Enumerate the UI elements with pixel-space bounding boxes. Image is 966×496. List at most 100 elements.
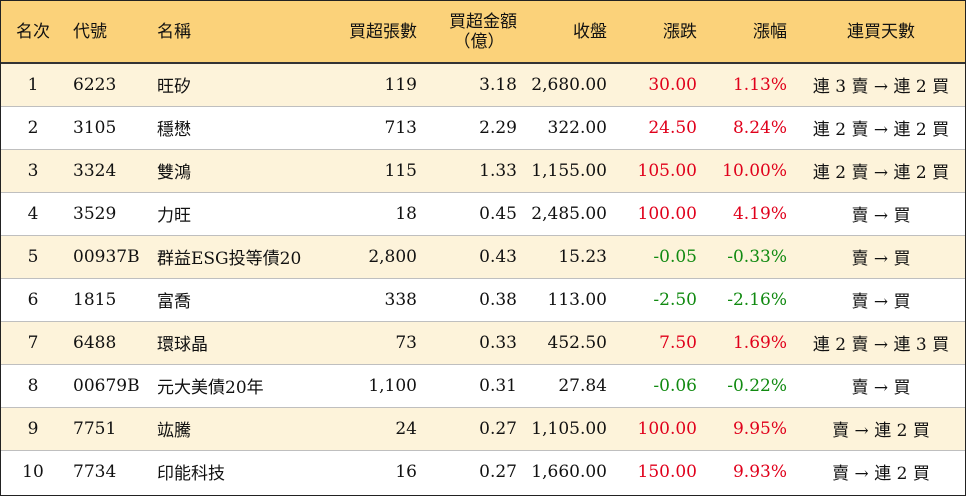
cell-pct: 10.00% bbox=[707, 148, 797, 192]
table-row[interactable]: 7 6488 環球晶 73 0.33 452.50 7.50 1.69% 連 2… bbox=[1, 320, 965, 364]
header-change[interactable]: 漲跌 bbox=[663, 21, 697, 42]
header-net-buy-amount-line2: （億） bbox=[453, 31, 505, 52]
cell-code: 3529 bbox=[65, 191, 149, 235]
cell-streak: 連 2 賣 → 連 2 買 bbox=[797, 105, 965, 149]
cell-net-buy-lots: 18 bbox=[333, 191, 427, 235]
table-row[interactable]: 3 3324 雙鴻 115 1.33 1,155.00 105.00 10.00… bbox=[1, 148, 965, 192]
cell-rank: 2 bbox=[1, 105, 65, 149]
table-row[interactable]: 9 7751 竑騰 24 0.27 1,105.00 100.00 9.95% … bbox=[1, 406, 965, 450]
header-net-buy-amount-line1: 買超金額 bbox=[449, 11, 517, 32]
cell-streak: 連 3 賣 → 連 2 買 bbox=[797, 62, 965, 106]
header-net-buy-amount[interactable]: 買超金額 （億） bbox=[427, 1, 527, 63]
cell-pct: 1.13% bbox=[707, 62, 797, 106]
cell-close: 113.00 bbox=[527, 277, 617, 321]
cell-streak: 連 2 賣 → 連 3 買 bbox=[797, 320, 965, 364]
cell-rank: 5 bbox=[1, 234, 65, 278]
cell-code: 6488 bbox=[65, 320, 149, 364]
cell-change: 105.00 bbox=[617, 148, 707, 192]
cell-net-buy-amount: 0.45 bbox=[427, 191, 527, 235]
cell-rank: 9 bbox=[1, 406, 65, 450]
cell-streak: 賣 → 買 bbox=[797, 277, 965, 321]
cell-rank: 7 bbox=[1, 320, 65, 364]
cell-change: 30.00 bbox=[617, 62, 707, 106]
cell-pct: -0.22% bbox=[707, 363, 797, 407]
cell-close: 2,485.00 bbox=[527, 191, 617, 235]
cell-close: 322.00 bbox=[527, 105, 617, 149]
cell-close: 27.84 bbox=[527, 363, 617, 407]
header-name[interactable]: 名稱 bbox=[157, 21, 191, 42]
cell-change: 100.00 bbox=[617, 191, 707, 235]
cell-net-buy-amount: 0.31 bbox=[427, 363, 527, 407]
cell-rank: 1 bbox=[1, 62, 65, 106]
cell-change: 150.00 bbox=[617, 449, 707, 493]
header-streak[interactable]: 連買天數 bbox=[847, 21, 915, 42]
cell-close: 15.23 bbox=[527, 234, 617, 278]
cell-net-buy-amount: 0.38 bbox=[427, 277, 527, 321]
table-row[interactable]: 5 00937B 群益ESG投等債20 2,800 0.43 15.23 -0.… bbox=[1, 234, 965, 278]
cell-name[interactable]: 力旺 bbox=[149, 191, 333, 235]
cell-name[interactable]: 印能科技 bbox=[149, 449, 333, 493]
table-row[interactable]: 8 00679B 元大美債20年 1,100 0.31 27.84 -0.06 … bbox=[1, 363, 965, 407]
cell-pct: 9.93% bbox=[707, 449, 797, 493]
cell-net-buy-amount: 1.33 bbox=[427, 148, 527, 192]
cell-name[interactable]: 雙鴻 bbox=[149, 148, 333, 192]
cell-net-buy-lots: 115 bbox=[333, 148, 427, 192]
cell-change: -2.50 bbox=[617, 277, 707, 321]
cell-code: 6223 bbox=[65, 62, 149, 106]
header-row: 名次 代號 名稱 買超張數 買超金額 （億） 收盤 漲跌 漲幅 連買天數 bbox=[1, 1, 965, 63]
table-row[interactable]: 6 1815 富喬 338 0.38 113.00 -2.50 -2.16% 賣… bbox=[1, 277, 965, 321]
cell-name[interactable]: 環球晶 bbox=[149, 320, 333, 364]
cell-change: 100.00 bbox=[617, 406, 707, 450]
cell-rank: 6 bbox=[1, 277, 65, 321]
cell-pct: 4.19% bbox=[707, 191, 797, 235]
cell-name[interactable]: 穩懋 bbox=[149, 105, 333, 149]
cell-name[interactable]: 群益ESG投等債20 bbox=[149, 234, 333, 278]
cell-streak: 賣 → 連 2 買 bbox=[797, 449, 965, 493]
header-code[interactable]: 代號 bbox=[73, 21, 107, 42]
cell-streak: 賣 → 買 bbox=[797, 363, 965, 407]
cell-net-buy-lots: 16 bbox=[333, 449, 427, 493]
cell-name[interactable]: 竑騰 bbox=[149, 406, 333, 450]
cell-pct: -2.16% bbox=[707, 277, 797, 321]
table-row[interactable]: 4 3529 力旺 18 0.45 2,485.00 100.00 4.19% … bbox=[1, 191, 965, 235]
cell-change: 7.50 bbox=[617, 320, 707, 364]
table-row[interactable]: 2 3105 穩懋 713 2.29 322.00 24.50 8.24% 連 … bbox=[1, 105, 965, 149]
cell-close: 1,105.00 bbox=[527, 406, 617, 450]
cell-streak: 賣 → 買 bbox=[797, 234, 965, 278]
cell-code: 00937B bbox=[65, 234, 149, 278]
cell-name[interactable]: 旺矽 bbox=[149, 62, 333, 106]
cell-pct: -0.33% bbox=[707, 234, 797, 278]
header-pct[interactable]: 漲幅 bbox=[753, 21, 787, 42]
cell-close: 452.50 bbox=[527, 320, 617, 364]
cell-streak: 賣 → 買 bbox=[797, 191, 965, 235]
cell-name[interactable]: 元大美債20年 bbox=[149, 363, 333, 407]
cell-code: 7734 bbox=[65, 449, 149, 493]
cell-change: 24.50 bbox=[617, 105, 707, 149]
cell-net-buy-lots: 119 bbox=[333, 62, 427, 106]
cell-net-buy-amount: 0.43 bbox=[427, 234, 527, 278]
table-row[interactable]: 10 7734 印能科技 16 0.27 1,660.00 150.00 9.9… bbox=[1, 449, 965, 493]
cell-change: -0.05 bbox=[617, 234, 707, 278]
cell-code: 00679B bbox=[65, 363, 149, 407]
cell-code: 1815 bbox=[65, 277, 149, 321]
header-close[interactable]: 收盤 bbox=[573, 21, 607, 42]
cell-net-buy-amount: 0.27 bbox=[427, 449, 527, 493]
cell-net-buy-lots: 338 bbox=[333, 277, 427, 321]
cell-net-buy-lots: 24 bbox=[333, 406, 427, 450]
header-net-buy-lots[interactable]: 買超張數 bbox=[349, 21, 417, 42]
cell-pct: 9.95% bbox=[707, 406, 797, 450]
cell-rank: 3 bbox=[1, 148, 65, 192]
cell-net-buy-amount: 2.29 bbox=[427, 105, 527, 149]
table-row[interactable]: 1 6223 旺矽 119 3.18 2,680.00 30.00 1.13% … bbox=[1, 62, 965, 106]
cell-net-buy-amount: 3.18 bbox=[427, 62, 527, 106]
cell-close: 2,680.00 bbox=[527, 62, 617, 106]
cell-net-buy-lots: 73 bbox=[333, 320, 427, 364]
cell-net-buy-amount: 0.27 bbox=[427, 406, 527, 450]
cell-close: 1,155.00 bbox=[527, 148, 617, 192]
cell-name[interactable]: 富喬 bbox=[149, 277, 333, 321]
cell-net-buy-amount: 0.33 bbox=[427, 320, 527, 364]
header-rank[interactable]: 名次 bbox=[16, 21, 50, 42]
cell-streak: 賣 → 連 2 買 bbox=[797, 406, 965, 450]
